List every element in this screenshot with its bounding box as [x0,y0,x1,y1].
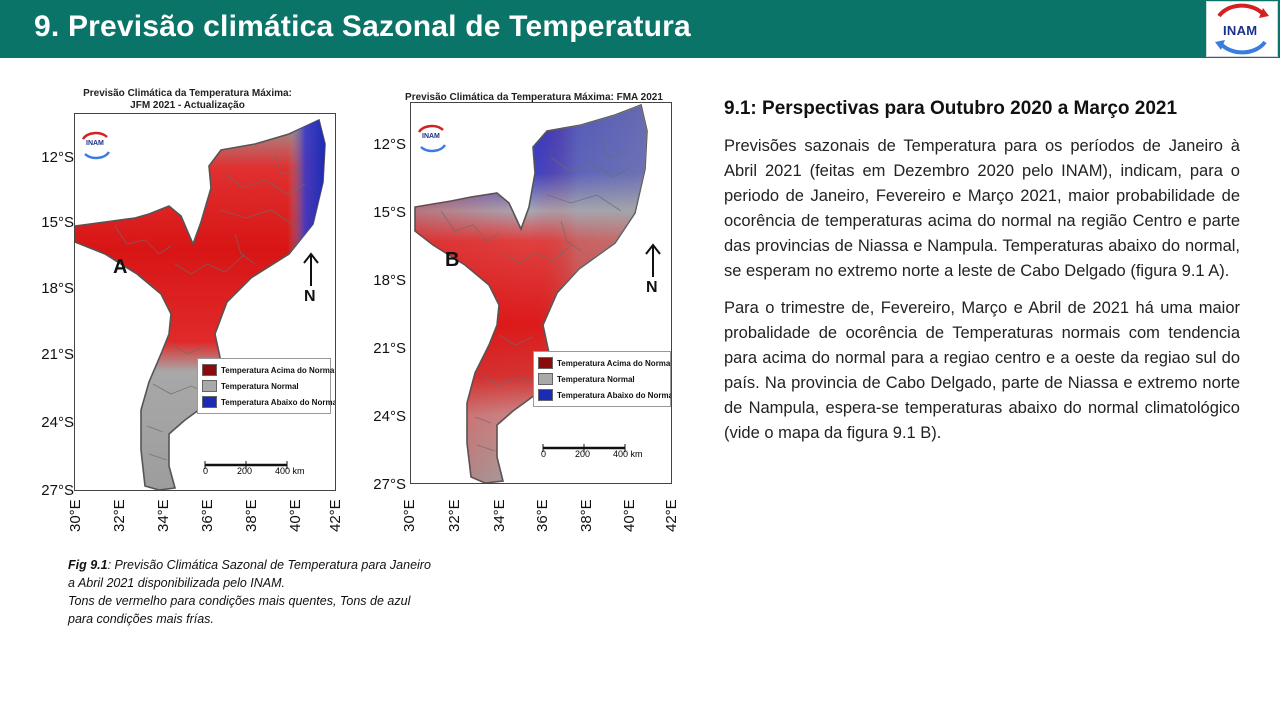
header-bar: 9. Previsão climática Sazonal de Tempera… [0,0,1280,58]
scale-bar-line [542,444,626,452]
legend-swatch-above [538,357,553,369]
legend-swatch-normal [538,373,553,385]
inam-logo: INAM [1206,1,1278,57]
map-a-logo-text: INAM [86,140,104,147]
map-b-lon-36: 36°E [534,499,551,532]
caption-line1: : Previsão Climática Sazonal de Temperat… [68,558,431,590]
map-b-lat-12: 12°S [373,136,406,153]
map-b-lon-32: 32°E [446,499,463,532]
map-a-graphic [75,118,326,490]
map-b-logo-text: INAM [422,133,440,140]
map-b-inam-logo: INAM [413,123,451,153]
caption-line2: Tons de vermelho para condições mais que… [68,594,411,626]
map-b-legend: Temperatura Acima do Normal Temperatura … [533,351,671,407]
map-a-lon-30: 30°E [67,499,84,532]
map-a-inam-logo: INAM [77,130,115,160]
map-b-frame: INAM B N Temperatura Acima do Normal Tem… [410,102,672,484]
map-b-lon-42: 42°E [663,499,680,532]
map-b-lat-15: 15°S [373,204,406,221]
map-b-lon-34: 34°E [491,499,508,532]
map-b-lat-18: 18°S [373,272,406,289]
map-b-scale-bar: 0 200 400 km [541,439,653,461]
map-a-lat-18: 18°S [41,280,74,297]
legend-swatch-below [538,389,553,401]
map-a-inam-logo-icon [81,131,111,160]
paragraph-jfm: Previsões sazonais de Temperatura para o… [724,137,1240,280]
forecast-text-column: 9.1: Perspectivas para Outubro 2020 a Ma… [724,96,1240,458]
map-b-title: Previsão Climática da Temperatura Máxima… [405,92,663,103]
figure-caption: Fig 9.1: Previsão Climática Sazonal de T… [68,556,434,628]
map-b-lat-24: 24°S [373,408,406,425]
legend-swatch-normal [202,380,217,392]
legend-label-below: Temperatura Abaixo do Normal [221,397,336,407]
map-a-lat-24: 24°S [41,414,74,431]
legend-label-normal: Temperatura Normal [557,374,635,384]
map-a-north-arrow: N [301,252,321,312]
map-a-scale-bar: 0 200 400 km [203,456,315,478]
map-a-panel: Previsão Climática da Temperatura Máxima… [30,84,345,534]
map-a-lat-27: 27°S [41,482,74,499]
map-b-lon-38: 38°E [578,499,595,532]
map-b-scale-400: 400 km [613,449,643,459]
map-a-scale-0: 0 [203,466,209,476]
map-a-lon-42: 42°E [327,499,344,532]
map-b-lat-27: 27°S [373,476,406,493]
map-a-lon-32: 32°E [111,499,128,532]
map-b-graphic [414,103,648,483]
legend-swatch-above [202,364,217,376]
map-a-north-label: N [304,288,316,305]
map-a-lon-40: 40°E [287,499,304,532]
map-b-inam-logo-icon [417,124,447,153]
map-b-north-arrow: N [643,243,663,303]
legend-item-below: Temperatura Abaixo do Normal [202,394,335,410]
legend-label-above: Temperatura Acima do Normal [557,358,672,368]
legend-item-normal: Temperatura Normal [202,378,326,394]
map-b-scale-200: 200 [575,449,591,459]
map-a-lat-12: 12°S [41,149,74,166]
legend-item-above: Temperatura Acima do Normal [538,355,671,371]
legend-item-normal: Temperatura Normal [538,371,666,387]
logo-text: INAM [1223,23,1258,38]
map-a-scale-200: 200 [237,466,253,476]
map-a-lon-38: 38°E [243,499,260,532]
map-a-lon-34: 34°E [155,499,172,532]
scale-bar-line [204,461,288,469]
legend-label-normal: Temperatura Normal [221,381,299,391]
map-a-scale-400: 400 km [275,466,305,476]
legend-swatch-below [202,396,217,408]
paragraph-fma: Para o trimestre de, Fevereiro, Março e … [724,299,1240,442]
page-title: 9. Previsão climática Sazonal de Tempera… [34,10,691,43]
map-a-frame: INAM A N Temperatura Acima do Normal Tem… [74,113,336,491]
map-a-legend: Temperatura Acima do Normal Temperatura … [197,358,335,414]
map-b-panel: Previsão Climática da Temperatura Máxima… [362,84,686,534]
map-b-scale-0: 0 [541,449,547,459]
inam-logo-icon [1215,3,1269,55]
map-b-lon-30: 30°E [401,499,418,532]
caption-prefix: Fig 9.1 [68,558,108,572]
legend-item-above: Temperatura Acima do Normal [202,362,335,378]
map-a-title-line2: JFM 2021 - Actualização [130,100,245,111]
map-a-letter: A [113,256,128,278]
map-a-lat-21: 21°S [41,346,74,363]
map-b-letter: B [445,249,460,271]
map-a-lat-15: 15°S [41,214,74,231]
legend-item-below: Temperatura Abaixo do Normal [538,387,671,403]
map-a-title-line1: Previsão Climática da Temperatura Máxima… [83,88,292,99]
legend-label-above: Temperatura Acima do Normal [221,365,336,375]
north-arrow-icon [303,252,319,286]
map-b-lon-40: 40°E [621,499,638,532]
north-arrow-icon [645,243,661,277]
legend-label-below: Temperatura Abaixo do Normal [557,390,672,400]
map-a-lon-36: 36°E [199,499,216,532]
section-heading: 9.1: Perspectivas para Outubro 2020 a Ma… [724,98,1178,119]
map-b-north-label: N [646,279,658,296]
map-b-lat-21: 21°S [373,340,406,357]
